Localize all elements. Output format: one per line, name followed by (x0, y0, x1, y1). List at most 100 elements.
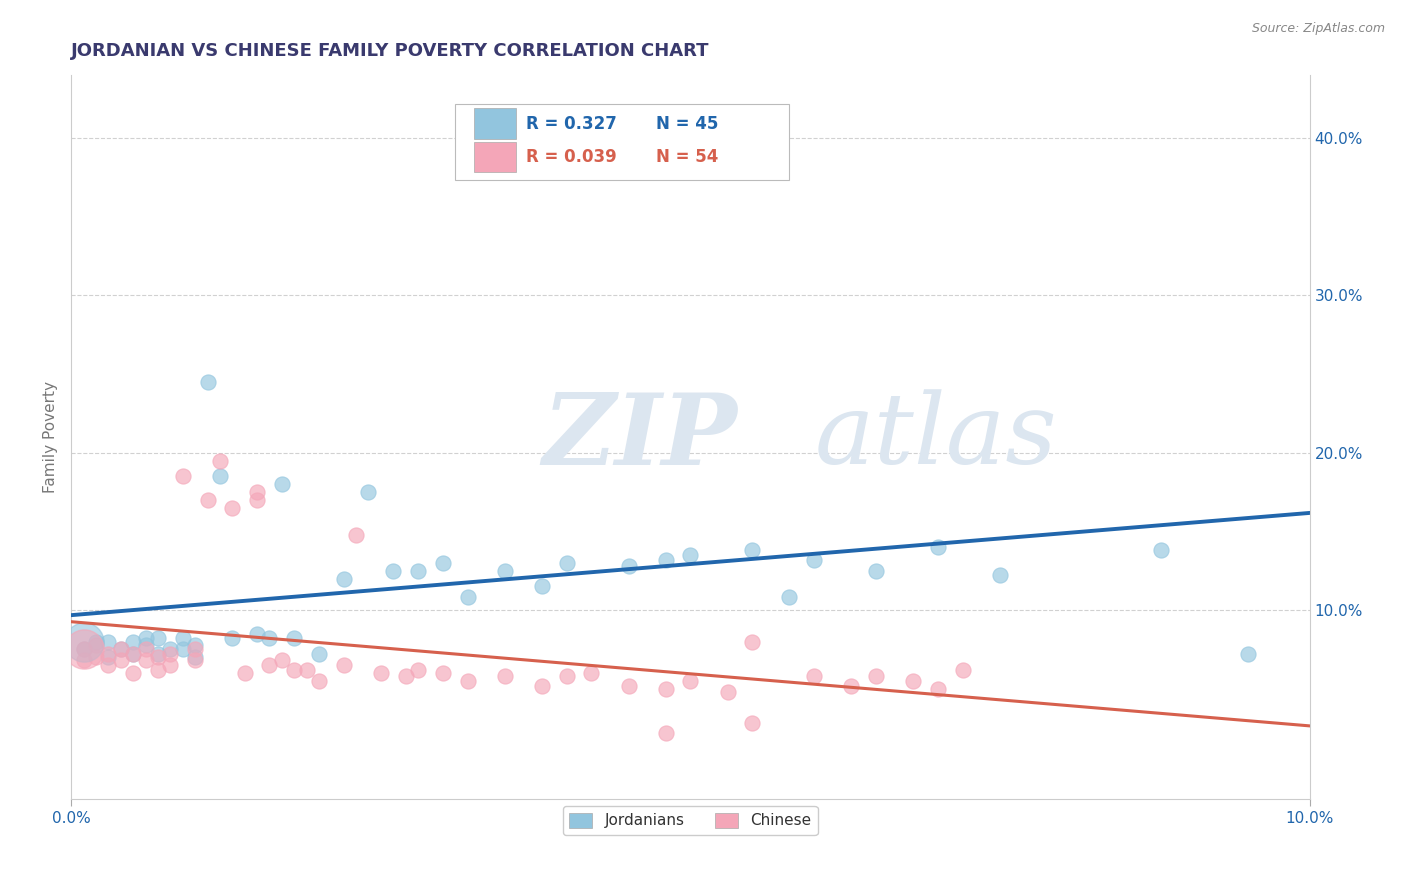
Point (270, 653, 292, 667)
Point (197, 375, 219, 389)
Point (84, 638, 107, 652)
Point (110, 642, 132, 657)
Point (432, 556, 454, 570)
Point (494, 669, 516, 683)
Point (208, 469, 231, 483)
Point (382, 564, 405, 578)
Point (679, 548, 702, 562)
Point (135, 632, 157, 646)
Point (308, 673, 330, 688)
Point (221, 632, 243, 646)
Point (370, 665, 392, 680)
Point (283, 663, 305, 677)
Point (988, 568, 1011, 582)
Point (172, 469, 194, 483)
Point (184, 642, 207, 657)
Point (84, 650, 107, 665)
Point (172, 632, 194, 646)
Point (146, 647, 169, 661)
Point (779, 591, 801, 605)
Point (135, 642, 157, 657)
Point (122, 665, 145, 680)
Point (581, 131, 603, 145)
Point (84, 634, 107, 648)
Point (221, 500, 243, 515)
Point (246, 485, 269, 500)
Point (159, 642, 181, 657)
Point (332, 658, 354, 673)
Point (146, 663, 169, 677)
Point (654, 725, 676, 739)
Point (159, 658, 181, 673)
Point (741, 543, 763, 558)
Point (135, 653, 157, 667)
Point (406, 564, 429, 578)
Point (283, 632, 305, 646)
Point (494, 564, 516, 578)
Point (617, 679, 640, 693)
Point (803, 669, 825, 683)
Point (803, 552, 825, 566)
Point (184, 653, 207, 667)
Point (110, 642, 132, 657)
Point (617, 559, 640, 574)
Point (270, 477, 292, 491)
Point (110, 653, 132, 667)
Point (97, 647, 120, 661)
Point (865, 564, 887, 578)
Point (952, 663, 974, 677)
Point (208, 453, 231, 467)
Point (73, 653, 96, 667)
Text: atlas: atlas (814, 390, 1057, 484)
FancyBboxPatch shape (456, 104, 790, 180)
Point (246, 492, 269, 507)
Point (716, 685, 738, 699)
Point (1236, 647, 1258, 661)
Point (394, 669, 416, 683)
Point (903, 673, 925, 688)
Point (295, 663, 318, 677)
Point (654, 681, 676, 696)
Text: R = 0.039: R = 0.039 (526, 148, 616, 166)
Point (122, 634, 145, 648)
Point (135, 638, 157, 652)
Point (146, 650, 169, 665)
Point (197, 492, 219, 507)
Point (457, 673, 479, 688)
Point (679, 673, 702, 688)
Point (927, 681, 949, 696)
Point (865, 669, 887, 683)
Point (122, 647, 145, 661)
Point (555, 556, 578, 570)
FancyBboxPatch shape (474, 109, 516, 139)
Point (184, 638, 207, 652)
Point (741, 716, 763, 731)
Point (184, 650, 207, 665)
Point (73, 642, 96, 657)
Legend: Jordanians, Chinese: Jordanians, Chinese (564, 806, 817, 835)
Point (73, 634, 96, 648)
Text: Source: ZipAtlas.com: Source: ZipAtlas.com (1251, 22, 1385, 36)
Point (122, 647, 145, 661)
Text: N = 45: N = 45 (655, 115, 718, 133)
Point (555, 669, 578, 683)
Point (432, 665, 454, 680)
Point (927, 540, 949, 554)
Point (530, 679, 553, 693)
Point (308, 647, 330, 661)
Point (172, 642, 194, 657)
FancyBboxPatch shape (474, 142, 516, 172)
Text: JORDANIAN VS CHINESE FAMILY POVERTY CORRELATION CHART: JORDANIAN VS CHINESE FAMILY POVERTY CORR… (72, 42, 710, 60)
Point (97, 658, 120, 673)
Point (344, 527, 367, 541)
Point (97, 634, 120, 648)
Point (741, 634, 763, 648)
Point (73, 642, 96, 657)
Point (530, 579, 553, 593)
Point (73, 642, 96, 657)
Y-axis label: Family Poverty: Family Poverty (44, 381, 58, 493)
Point (233, 665, 256, 680)
Point (159, 647, 181, 661)
Point (146, 632, 169, 646)
Point (581, 665, 603, 680)
